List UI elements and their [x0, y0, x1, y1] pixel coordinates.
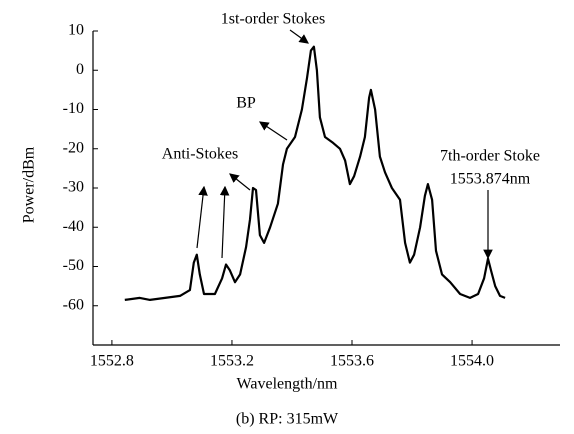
x-axis-label: Wavelength/nm [237, 376, 338, 393]
x-tick-label: 1553.6 [330, 353, 374, 370]
arrow [219, 185, 230, 259]
arrow [229, 173, 251, 191]
y-tick-label: -10 [63, 100, 84, 117]
annotation: 1st-order Stokes [221, 11, 325, 28]
annotation: 7th-order Stoke [440, 148, 540, 165]
y-tick-label: -40 [63, 218, 84, 235]
y-tick-label: -50 [63, 257, 84, 274]
x-tick-label: 1553.2 [210, 353, 254, 370]
y-axis-label: Power/dBm [21, 146, 38, 223]
y-tick-label: -20 [63, 139, 84, 156]
annotation: Anti-Stokes [162, 146, 238, 163]
arrow [259, 121, 288, 141]
y-tick-label: 10 [68, 22, 84, 39]
annotation: 1553.874nm [450, 171, 531, 188]
y-tick-label: 0 [76, 61, 84, 78]
spectrum-line [124, 45, 506, 301]
y-tick-label: -60 [63, 296, 84, 313]
x-tick-label: 1554.0 [450, 353, 494, 370]
annotation: BP [236, 95, 256, 112]
arrow [289, 29, 309, 44]
caption: (b) RP: 315mW [236, 411, 339, 428]
arrow [196, 185, 208, 249]
x-tick-label: 1552.8 [90, 353, 134, 370]
y-tick-label: -30 [63, 179, 84, 196]
